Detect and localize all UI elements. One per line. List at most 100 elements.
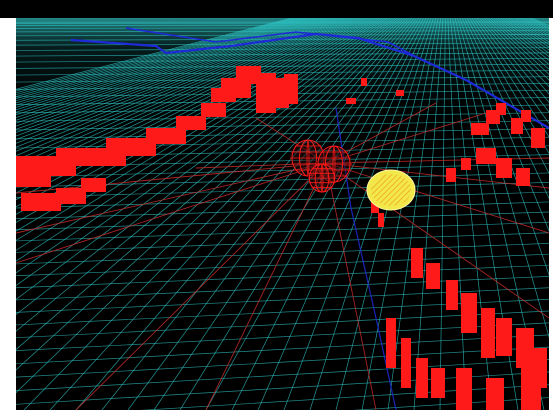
obstacle-point [386, 318, 396, 368]
grid-line [16, 30, 549, 33]
target-sphere-hatch [371, 174, 411, 206]
obstacle-point [21, 193, 61, 211]
grid-line [16, 18, 300, 96]
grid-line [481, 18, 549, 95]
grid-line [447, 18, 467, 410]
grid-line [16, 47, 549, 51]
grid-line [16, 163, 549, 178]
grid-line [75, 18, 413, 410]
grid-line [16, 18, 339, 137]
obstacle-point [346, 98, 356, 104]
grid-line [488, 18, 549, 75]
sensor-ray [325, 112, 487, 164]
grid-line [16, 232, 549, 253]
obstacle-point [461, 158, 471, 170]
grid-line [483, 18, 549, 88]
sensor-ray [16, 162, 327, 234]
obstacle-point [461, 293, 477, 333]
grid-line [16, 27, 549, 29]
grid-line [469, 18, 549, 154]
sensor-ray [325, 162, 549, 319]
obstacle-point [236, 66, 261, 84]
obstacle-point [521, 368, 541, 410]
grid-line [16, 18, 331, 127]
grid-line [476, 18, 549, 113]
grid-line [352, 397, 549, 410]
obstacle-point [284, 74, 298, 104]
obstacle-point [411, 248, 423, 278]
obstacle-point [486, 378, 504, 410]
grid-line [471, 18, 549, 138]
grid-line [16, 120, 549, 131]
grid-line [16, 18, 293, 90]
obstacle-point [56, 188, 86, 204]
obstacle-point [496, 158, 512, 178]
obstacle-point [176, 116, 206, 130]
route-path [125, 27, 427, 63]
grid-line [473, 18, 549, 125]
grid-line [16, 42, 549, 46]
grid-line [413, 18, 444, 410]
obstacle-points [16, 66, 547, 410]
obstacle-point [378, 213, 384, 227]
grid-line [16, 136, 549, 149]
obstacle-point [431, 368, 445, 398]
grid-line [16, 18, 320, 113]
grid-line [16, 18, 363, 182]
sensor-ray [205, 162, 327, 410]
grid-line [16, 18, 360, 176]
grid-line [461, 18, 549, 232]
grid-line [257, 18, 429, 410]
3d-viewport[interactable] [16, 18, 549, 410]
grid-line [16, 18, 353, 161]
target-sphere-icon[interactable] [366, 169, 416, 211]
grid-line [16, 334, 549, 365]
grid-line [16, 182, 549, 198]
grid-line [283, 18, 432, 410]
grid-line [439, 18, 446, 410]
sensor-ray [75, 162, 327, 410]
grid-line [16, 346, 549, 378]
grid-line [16, 18, 298, 94]
obstacle-point [476, 148, 496, 164]
grid-line [490, 18, 549, 70]
sensor-ray [325, 162, 549, 234]
grid-line [16, 18, 382, 241]
grid-line [500, 18, 549, 54]
obstacle-point [456, 368, 472, 410]
grid-line [140, 384, 549, 410]
grid-line [16, 18, 346, 148]
scene-canvas[interactable] [16, 18, 549, 410]
grid-line [16, 18, 296, 92]
grid-line [101, 18, 415, 410]
grid-line [493, 18, 549, 66]
grid-line [231, 18, 427, 410]
grid-line [16, 18, 334, 130]
grid-line [16, 359, 549, 391]
grid-line [16, 18, 355, 166]
grid-line [16, 18, 327, 121]
grid-line [457, 18, 549, 339]
grid-line [16, 18, 329, 124]
grid-line [16, 276, 549, 301]
obstacle-point [471, 123, 489, 135]
grid-line [16, 18, 351, 156]
obstacle-point [201, 103, 226, 117]
grid-line [16, 18, 401, 350]
grid-line [16, 18, 367, 194]
robot-sphere-icon[interactable] [290, 139, 352, 193]
grid-line [497, 18, 549, 58]
target-sphere-outline [366, 169, 416, 211]
grid-line [16, 52, 549, 57]
obstacle-point [396, 90, 404, 96]
grid-line [16, 18, 396, 315]
grid-line [16, 18, 348, 152]
grid-line [16, 287, 549, 313]
grid-line [16, 18, 398, 332]
sensor-ray [325, 162, 549, 189]
sensor-ray [16, 162, 327, 264]
obstacle-point [416, 358, 428, 398]
obstacle-point [511, 118, 523, 134]
obstacle-point [81, 178, 106, 192]
grid-line [464, 18, 549, 200]
